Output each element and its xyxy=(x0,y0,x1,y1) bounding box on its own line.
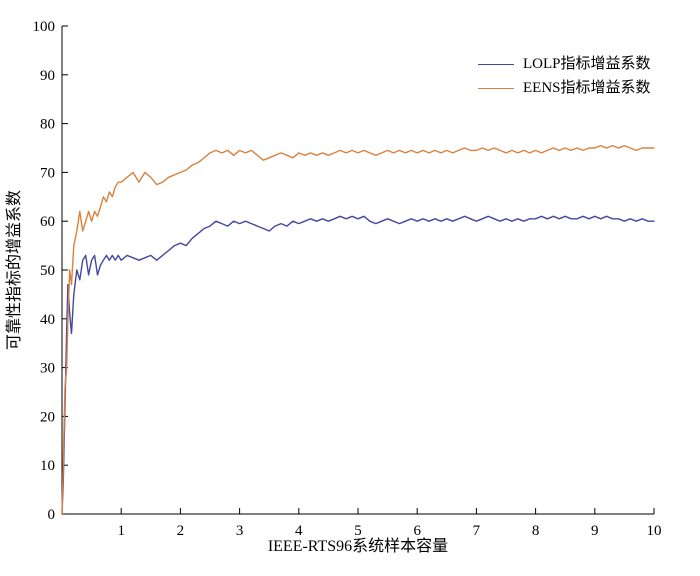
y-tick-label: 100 xyxy=(33,19,56,35)
x-tick-label: 2 xyxy=(177,523,185,539)
y-tick-label: 20 xyxy=(40,409,55,425)
x-tick-label: 7 xyxy=(473,523,481,539)
x-tick-label: 9 xyxy=(591,523,599,539)
x-tick-label: 5 xyxy=(354,523,362,539)
legend-line-swatch xyxy=(478,88,514,89)
axes-group: 0 10 20 30 40 50 60 70 80 90 100 1 2 3 4 5 6 7 8 9 10 xyxy=(33,19,662,539)
x-tick-label: 10 xyxy=(647,523,662,539)
x-axis-label: IEEE-RTS96系统样本容量 xyxy=(268,537,448,555)
legend-item-0: LOLP指标增益系数 xyxy=(478,57,651,72)
y-tick-label: 0 xyxy=(48,507,56,523)
y-tick-label: 50 xyxy=(40,263,55,279)
legend-line-swatch xyxy=(478,64,514,65)
x-tick-label: 1 xyxy=(117,523,125,539)
chart-legend: LOLP指标增益系数 EENS指标增益系数 xyxy=(478,57,651,96)
y-tick-label: 70 xyxy=(40,165,55,181)
y-axis-label: 可靠性指标的增益系数 xyxy=(5,190,23,350)
y-tick-label: 80 xyxy=(40,117,55,133)
y-tick-label: 90 xyxy=(40,68,55,84)
x-tick-label: 6 xyxy=(413,523,421,539)
series-line-1 xyxy=(61,144,655,515)
y-tick-label: 30 xyxy=(40,361,55,377)
x-tick-label: 4 xyxy=(295,523,303,539)
legend-item-1: EENS指标增益系数 xyxy=(478,81,651,96)
series-group xyxy=(61,144,655,515)
series-line-0 xyxy=(61,215,655,515)
y-tick-label: 40 xyxy=(40,312,55,328)
legend-label: LOLP指标增益系数 xyxy=(523,56,651,72)
y-tick-label: 10 xyxy=(40,458,55,474)
x-tick-label: 8 xyxy=(532,523,540,539)
x-tick-label: 3 xyxy=(236,523,244,539)
legend-label: EENS指标增益系数 xyxy=(523,80,651,96)
y-tick-label: 60 xyxy=(40,214,55,230)
